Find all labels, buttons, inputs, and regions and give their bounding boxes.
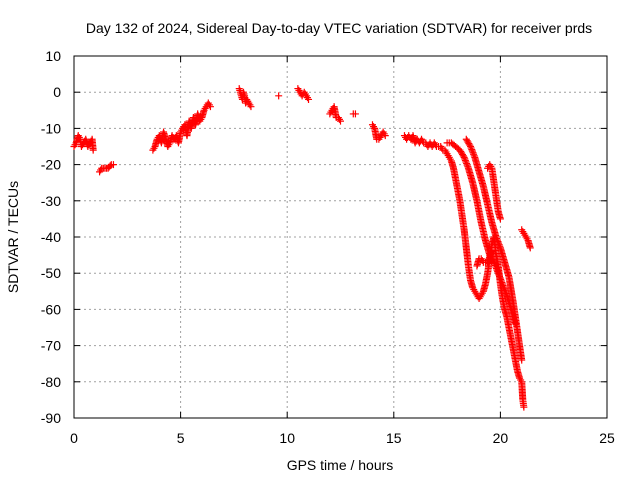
data-point [470,150,478,158]
data-point [497,275,505,283]
data-point [490,258,498,266]
data-point [351,110,359,118]
x-tick-label: 10 [279,430,295,446]
data-point [526,244,534,252]
data-point [496,242,504,250]
data-point [494,269,502,277]
data-point [496,215,504,223]
data-point [492,265,500,273]
data-point [469,149,477,157]
y-tick-label: 10 [45,48,61,64]
data-point [493,235,501,243]
data-point [459,152,467,160]
y-tick-label: -30 [41,193,61,209]
data-point [468,147,476,155]
data-point [484,258,492,266]
y-tick-label: -80 [41,374,61,390]
grid-lines [74,56,607,418]
data-point [463,160,471,168]
data-point [502,288,510,296]
x-tick-label: 5 [177,430,185,446]
data-point [500,285,508,293]
data-point [492,233,500,241]
data-point [494,238,502,246]
data-point [495,241,503,249]
data-point [487,249,495,257]
data-point [486,252,494,260]
y-tick-label: -10 [41,120,61,136]
data-point [275,92,283,100]
data-point [495,239,503,247]
data-point [89,146,97,154]
data-point [501,286,509,294]
data-point [518,356,526,364]
data-point [305,95,313,103]
data-point [467,143,475,150]
data-point [493,236,501,244]
data-point [498,279,506,287]
x-axis-label: GPS time / hours [287,457,394,473]
data-point [484,257,492,265]
data-point [467,144,475,152]
data-point [247,103,255,111]
y-tick-label: -40 [41,229,61,245]
data-point [493,266,501,274]
data-point [206,103,214,111]
x-tick-label: 0 [70,430,78,446]
data-point [106,162,114,170]
data-point [492,263,500,271]
data-points [70,85,534,411]
data-point [488,247,496,255]
x-tick-label: 25 [599,430,615,446]
y-tick-label: -90 [41,410,61,426]
data-point [496,274,504,282]
data-point [463,161,471,169]
data-point [381,132,389,140]
y-tick-label: -70 [41,338,61,354]
data-point [337,117,344,125]
axis-ticks [73,55,608,419]
y-tick-label: 0 [53,84,61,100]
y-tick-label: -60 [41,301,61,317]
data-point [468,146,476,154]
data-point [497,277,505,285]
data-point [109,161,117,169]
data-point [520,403,528,411]
data-point [499,282,507,290]
data-point [470,152,478,160]
y-tick-labels: 10 0 -10 -20 -30 -40 -50 -60 -70 -80 -90 [41,48,61,426]
x-tick-label: 15 [386,430,402,446]
data-point [462,158,470,166]
y-axis-label: SDTVAR / TECUs [5,181,21,293]
data-point [494,268,502,276]
y-tick-label: -50 [41,265,61,281]
x-tick-labels: 0 5 10 15 20 25 [70,430,615,446]
data-point [461,156,469,164]
data-point [495,271,503,279]
data-point [495,272,503,280]
data-point [499,280,507,288]
data-point [464,163,472,171]
data-point [461,155,469,163]
data-point [487,251,495,259]
data-point [485,255,493,263]
y-tick-label: -20 [41,157,61,173]
data-point [491,260,499,268]
data-point [491,261,499,269]
data-point [460,153,468,161]
data-point [485,254,493,262]
data-point [466,141,474,149]
chart-title: Day 132 of 2024, Sidereal Day-to-day VTE… [86,20,592,36]
x-tick-label: 20 [493,430,509,446]
data-point [500,283,508,291]
